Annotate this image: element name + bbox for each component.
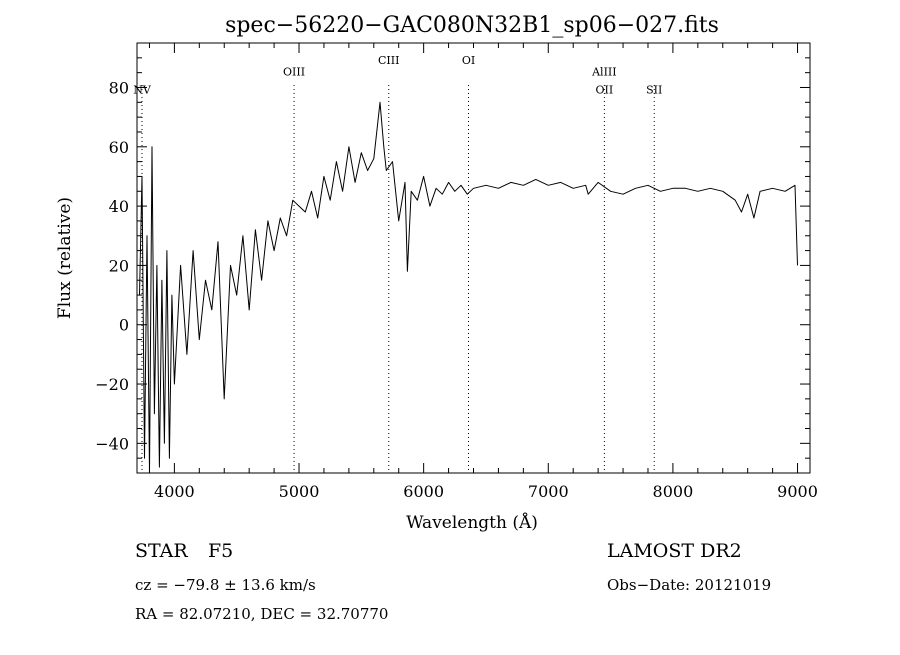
chart-title: spec−56220−GAC080N32B1_sp06−027.fits <box>225 13 719 38</box>
y-tick-labels: −40 −20 0 20 40 60 80 <box>95 78 129 453</box>
spectral-line-label: NV <box>133 83 152 96</box>
y-tick-label: 60 <box>109 138 129 157</box>
spectral-line-label: OI <box>462 54 475 67</box>
x-tick-label: 7000 <box>528 482 569 501</box>
y-tick-label: 80 <box>109 78 129 97</box>
object-subclass: F5 <box>208 540 233 562</box>
x-axis-label: Wavelength (Å) <box>406 512 538 533</box>
spectral-line-label: OII <box>596 83 614 96</box>
plot-frame <box>136 42 811 474</box>
observation-date: Obs−Date: 20121019 <box>607 576 771 594</box>
x-tick-label: 5000 <box>279 482 320 501</box>
redshift-info: cz = −79.8 ± 13.6 km/s <box>135 576 316 594</box>
axis-ticks <box>137 42 810 474</box>
spectral-line-label: CIII <box>378 54 399 67</box>
x-tick-labels: 4000 5000 6000 7000 8000 9000 <box>154 482 818 501</box>
survey-name: LAMOST DR2 <box>607 540 742 562</box>
y-tick-label: 40 <box>109 197 129 216</box>
x-tick-label: 9000 <box>777 482 818 501</box>
spectral-line-label: AlIII <box>591 66 617 79</box>
y-tick-label: −20 <box>95 375 129 394</box>
object-class: STAR <box>135 540 188 562</box>
y-tick-label: 0 <box>119 316 129 335</box>
spectral-line-label: OIII <box>283 66 305 79</box>
x-tick-label: 6000 <box>403 482 444 501</box>
y-axis-label: Flux (relative) <box>55 197 75 319</box>
spectral-line-markers: NV OIII CIII OI AlIII OII SII <box>133 54 662 473</box>
y-tick-label: 20 <box>109 256 129 275</box>
coordinates-info: RA = 82.07210, DEC = 32.70770 <box>135 605 388 623</box>
spectrum-line <box>139 101 798 474</box>
spectral-line-label: SII <box>646 83 662 96</box>
x-tick-label: 8000 <box>653 482 694 501</box>
x-tick-label: 4000 <box>154 482 195 501</box>
y-tick-label: −40 <box>95 434 129 453</box>
